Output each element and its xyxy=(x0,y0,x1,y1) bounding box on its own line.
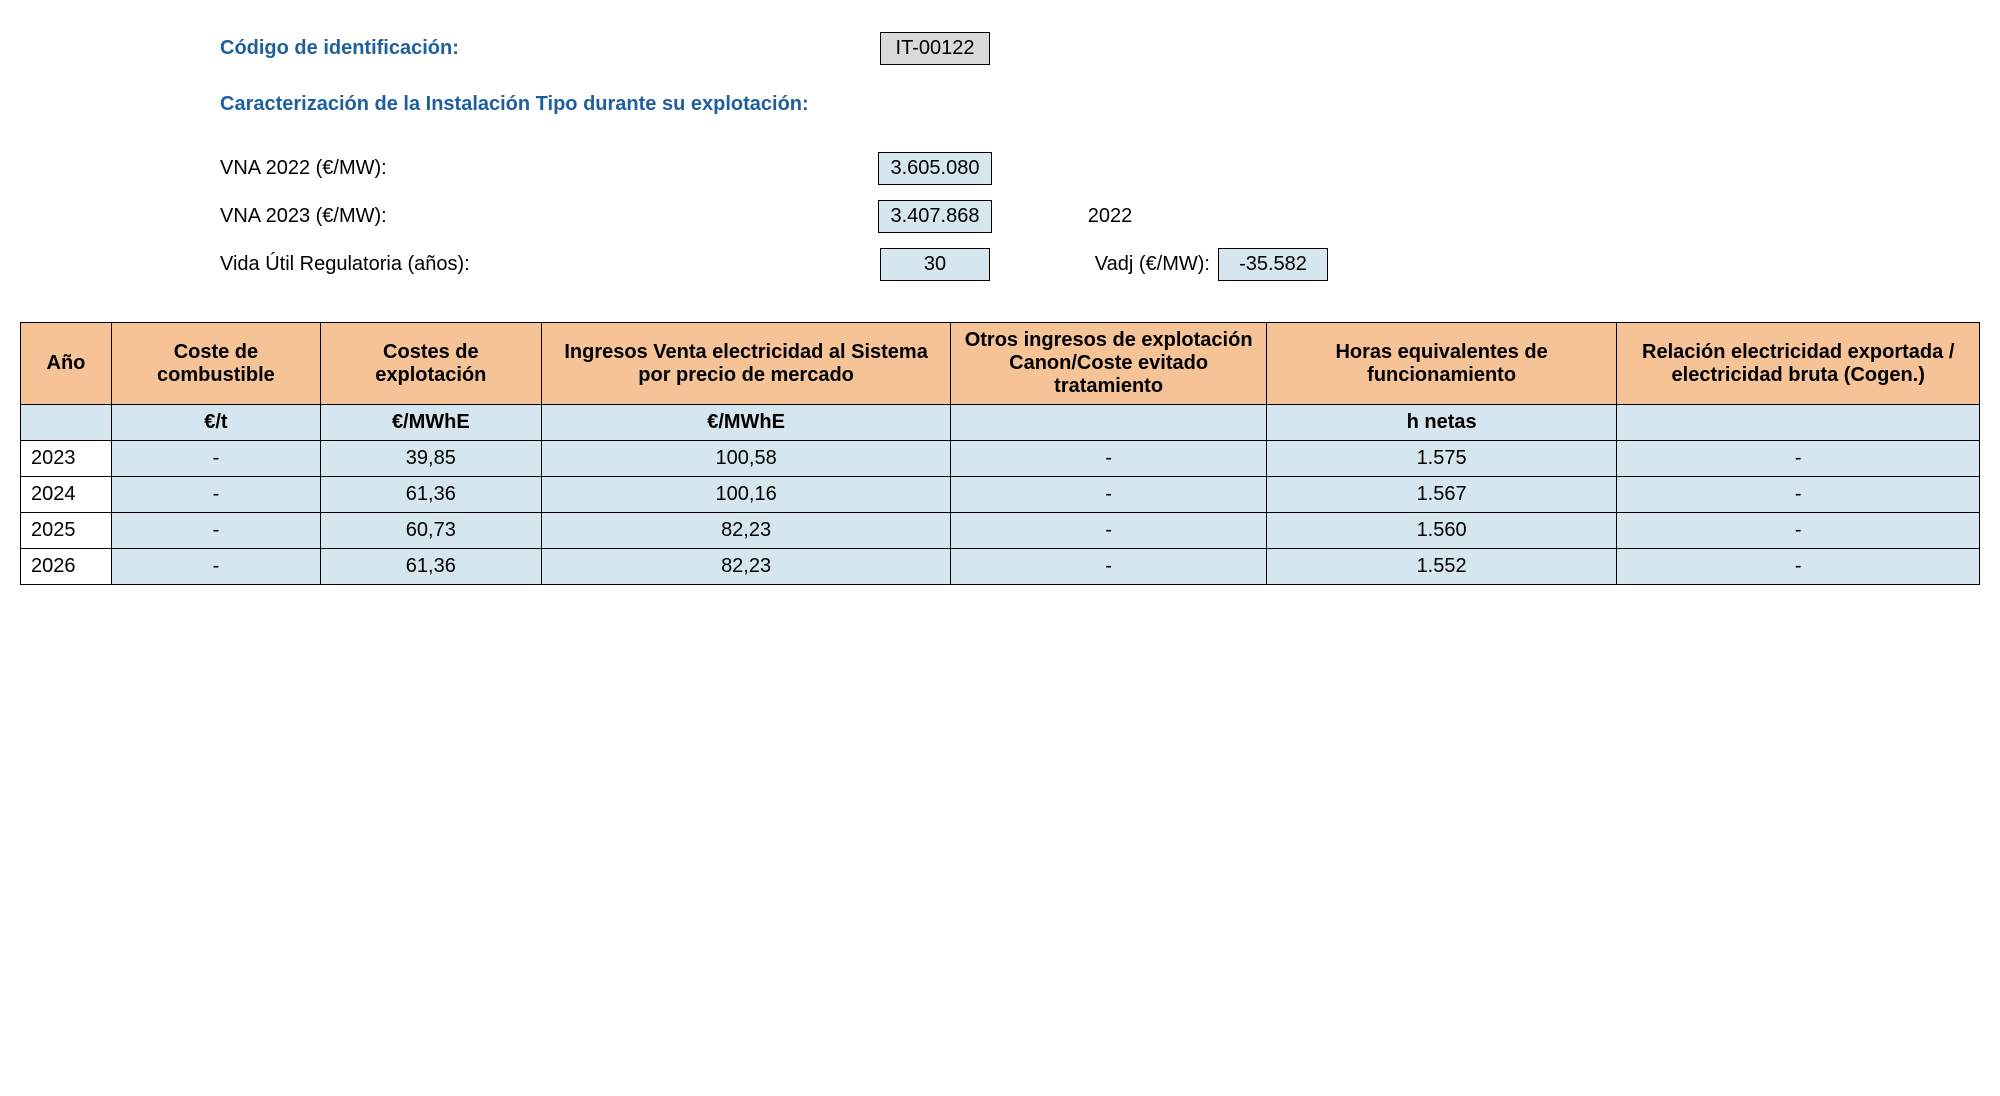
cell: 100,16 xyxy=(541,477,951,513)
row-vida: Vida Útil Regulatoria (años): 30 Vadj (€… xyxy=(220,246,1980,282)
col-ano: Año xyxy=(21,323,112,405)
cell: 61,36 xyxy=(320,477,541,513)
vida-label: Vida Útil Regulatoria (años): xyxy=(220,253,860,276)
cell: - xyxy=(951,477,1266,513)
col-rel: Relación electricidad exportada / electr… xyxy=(1617,323,1980,405)
unit-cost: €/MWhE xyxy=(320,405,541,441)
cell-year: 2024 xyxy=(21,477,112,513)
table-row: 2026 - 61,36 82,23 - 1.552 - xyxy=(21,549,1980,585)
unit-ing: €/MWhE xyxy=(541,405,951,441)
codigo-value: IT-00122 xyxy=(880,32,990,65)
vida-value-wrap: 30 xyxy=(860,248,1010,281)
vna2022-value-wrap: 3.605.080 xyxy=(860,152,1010,185)
cell-year: 2026 xyxy=(21,549,112,585)
row-vna2023: VNA 2023 (€/MW): 3.407.868 2022 xyxy=(220,198,1980,234)
data-table: Año Coste de combustible Costes de explo… xyxy=(20,322,1980,585)
vadj-value: -35.582 xyxy=(1218,248,1328,281)
cell: - xyxy=(951,513,1266,549)
cell: 61,36 xyxy=(320,549,541,585)
row-caracterizacion: Caracterización de la Instalación Tipo d… xyxy=(220,86,1980,122)
codigo-label: Código de identificación: xyxy=(220,37,860,60)
cell: - xyxy=(111,549,320,585)
table-units-row: €/t €/MWhE €/MWhE h netas xyxy=(21,405,1980,441)
vadj-label: Vadj (€/MW): xyxy=(1010,253,1218,276)
cell: - xyxy=(111,441,320,477)
col-comb: Coste de combustible xyxy=(111,323,320,405)
cell: - xyxy=(1617,513,1980,549)
row-codigo: Código de identificación: IT-00122 xyxy=(220,30,1980,66)
cell: 82,23 xyxy=(541,549,951,585)
cell-year: 2025 xyxy=(21,513,112,549)
row-vna2022: VNA 2022 (€/MW): 3.605.080 xyxy=(220,150,1980,186)
cell: - xyxy=(951,549,1266,585)
cell: 39,85 xyxy=(320,441,541,477)
vna2023-label: VNA 2023 (€/MW): xyxy=(220,205,860,228)
table-row: 2025 - 60,73 82,23 - 1.560 - xyxy=(21,513,1980,549)
vna2023-value: 3.407.868 xyxy=(878,200,993,233)
cell: - xyxy=(111,477,320,513)
cell: 1.567 xyxy=(1266,477,1617,513)
cell: 1.575 xyxy=(1266,441,1617,477)
unit-otros xyxy=(951,405,1266,441)
cell: - xyxy=(1617,441,1980,477)
caracterizacion-label: Caracterización de la Instalación Tipo d… xyxy=(220,93,809,116)
table-body: €/t €/MWhE €/MWhE h netas 2023 - 39,85 1… xyxy=(21,405,1980,585)
vna2022-value: 3.605.080 xyxy=(878,152,993,185)
table-row: 2024 - 61,36 100,16 - 1.567 - xyxy=(21,477,1980,513)
cell-year: 2023 xyxy=(21,441,112,477)
header-block: Código de identificación: IT-00122 Carac… xyxy=(20,30,1980,282)
year-ref: 2022 xyxy=(1010,205,1210,228)
col-horas: Horas equivalentes de funcionamiento xyxy=(1266,323,1617,405)
unit-comb: €/t xyxy=(111,405,320,441)
unit-ano xyxy=(21,405,112,441)
vna2023-value-wrap: 3.407.868 xyxy=(860,200,1010,233)
codigo-value-wrap: IT-00122 xyxy=(860,32,1010,65)
unit-rel xyxy=(1617,405,1980,441)
cell: 1.552 xyxy=(1266,549,1617,585)
cell: - xyxy=(1617,477,1980,513)
cell: - xyxy=(951,441,1266,477)
col-otros: Otros ingresos de explotación Canon/Cost… xyxy=(951,323,1266,405)
vida-value: 30 xyxy=(880,248,990,281)
cell: - xyxy=(1617,549,1980,585)
col-ing: Ingresos Venta electricidad al Sistema p… xyxy=(541,323,951,405)
cell: - xyxy=(111,513,320,549)
col-cost: Costes de explotación xyxy=(320,323,541,405)
unit-horas: h netas xyxy=(1266,405,1617,441)
cell: 82,23 xyxy=(541,513,951,549)
table-row: 2023 - 39,85 100,58 - 1.575 - xyxy=(21,441,1980,477)
cell: 100,58 xyxy=(541,441,951,477)
cell: 1.560 xyxy=(1266,513,1617,549)
vadj-value-wrap: -35.582 xyxy=(1218,248,1328,281)
table-header-row: Año Coste de combustible Costes de explo… xyxy=(21,323,1980,405)
cell: 60,73 xyxy=(320,513,541,549)
vna2022-label: VNA 2022 (€/MW): xyxy=(220,157,860,180)
